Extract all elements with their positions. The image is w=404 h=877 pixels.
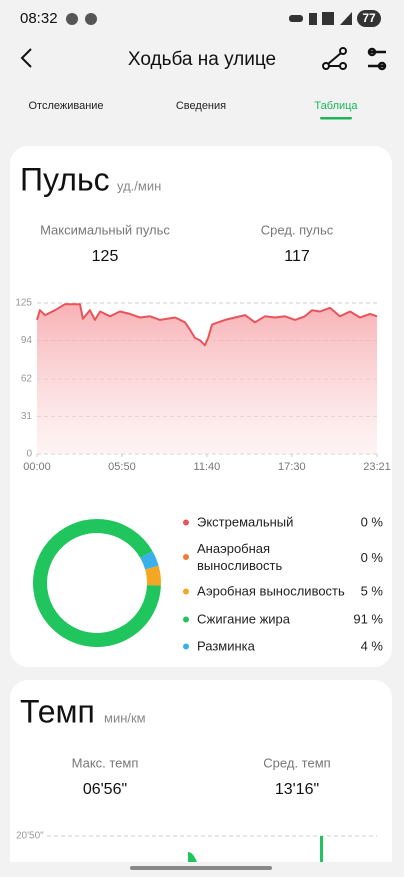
status-icon <box>66 13 78 25</box>
donut-segment <box>140 551 159 570</box>
value-label: 0 % <box>360 549 383 565</box>
card-title: Пульс <box>20 161 110 197</box>
legend-item: Сжигание жира 91 % <box>183 611 383 628</box>
settings-button[interactable] <box>367 47 387 71</box>
status-icon <box>85 13 97 25</box>
tab[interactable]: Сведения <box>176 100 226 112</box>
home-indicator[interactable] <box>130 866 272 870</box>
battery-level: 77 <box>362 11 376 25</box>
y-tick-label: 20'50" <box>16 831 44 842</box>
legend-item: Анаэробная выносливость 0 % <box>183 540 383 574</box>
legend-label: Аэробная выносливость <box>197 583 345 599</box>
legend-swatch <box>183 519 189 525</box>
donut-segment <box>33 519 161 647</box>
legend-swatch <box>183 643 189 649</box>
pace-area <box>320 836 323 862</box>
value-label: 5 % <box>360 583 383 599</box>
stat-label: Сред. темп <box>263 755 330 770</box>
legend-item: Аэробная выносливость 5 % <box>183 583 383 600</box>
legend-swatch <box>183 588 189 594</box>
stat-label: Максимальный пульс <box>40 222 170 237</box>
card-title: Темп <box>20 693 95 729</box>
legend-label: Экстремальный <box>197 514 294 530</box>
y-tick-label: 62 <box>21 374 33 385</box>
back-button[interactable] <box>20 48 32 68</box>
x-tick-label: 05:50 <box>108 461 136 473</box>
tab[interactable]: Таблица <box>314 100 358 112</box>
x-tick-label: 11:40 <box>194 461 221 473</box>
x-tick-label: 00:00 <box>23 461 51 473</box>
tab[interactable]: Отслеживание <box>28 100 103 112</box>
card-unit: мин/км <box>104 710 146 725</box>
legend-swatch <box>183 554 189 560</box>
area <box>37 304 377 454</box>
stat-value: 117 <box>284 248 310 265</box>
line <box>36 303 378 347</box>
donut-segment <box>145 565 161 586</box>
stat-label: Сред. пульс <box>261 222 334 237</box>
y-tick-label: 125 <box>15 298 32 309</box>
pace-area <box>188 852 197 862</box>
value-label: 91 % <box>353 611 383 627</box>
stat-label: Макс. темп <box>72 755 139 770</box>
legend-item: Разминка 4 % <box>183 638 383 655</box>
stat-value: 13'16" <box>275 781 319 798</box>
card <box>10 680 392 877</box>
legend-item: Экстремальный 0 % <box>183 514 383 531</box>
page-title: Ходьба на улице <box>128 49 276 70</box>
stat-value: 06'56" <box>83 781 127 798</box>
route-button[interactable] <box>322 47 347 70</box>
value-label: 4 % <box>360 638 383 654</box>
signal-icon <box>340 12 352 25</box>
x-tick-label: 17:30 <box>278 461 306 473</box>
y-tick-label: 31 <box>21 411 33 422</box>
legend-label: Анаэробная выносливость <box>197 541 283 573</box>
legend-swatch <box>183 616 189 622</box>
key-icon <box>289 15 303 22</box>
stat-value: 125 <box>92 248 119 265</box>
legend-label: Сжигание жира <box>197 611 291 627</box>
card-unit: уд./мин <box>117 178 161 193</box>
x-tick-label: 23:21 <box>363 461 391 473</box>
tab-indicator <box>320 117 352 120</box>
battery <box>357 10 381 27</box>
legend-label: Разминка <box>197 638 255 654</box>
mute-icon <box>309 13 317 25</box>
status-time: 08:32 <box>20 10 58 27</box>
y-tick-label: 94 <box>21 335 33 346</box>
y-tick-label: 0 <box>26 449 32 460</box>
value-label: 0 % <box>360 514 383 530</box>
signal-icon <box>322 12 334 25</box>
